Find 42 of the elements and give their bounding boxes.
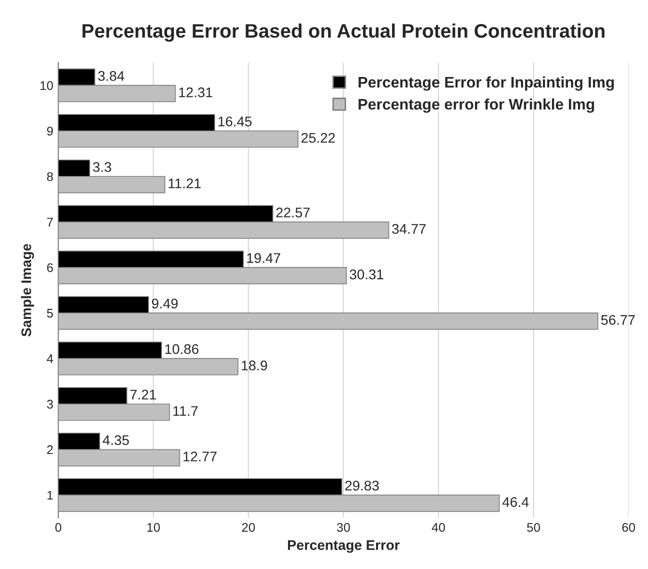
data-label: 34.77 (392, 224, 426, 234)
y-tick-label: 2 (47, 445, 53, 454)
data-label: 11.21 (168, 178, 201, 188)
y-tick-label: 7 (47, 218, 53, 226)
x-tick-label: 60 (622, 522, 636, 532)
data-label: 56.77 (601, 315, 635, 325)
data-label: 9.49 (152, 298, 178, 308)
y-tick-label: 3 (46, 400, 53, 409)
legend-label: Percentage Error for Inpainting Img (358, 76, 614, 91)
y-tick-label: 8 (47, 172, 53, 182)
chart-title: Percentage Error Based on Actual Protein Concentration (82, 24, 604, 42)
data-label: 29.83 (345, 480, 379, 491)
y-axis-title: Sample Image (20, 244, 34, 336)
y-tick-label: 10 (40, 81, 53, 90)
data-label: 3.3 (92, 162, 112, 172)
data-label: 4.35 (102, 435, 129, 446)
y-tick-label: 4 (46, 354, 54, 363)
data-label: 22.57 (276, 208, 310, 218)
data-label: 46.4 (502, 497, 529, 507)
data-label: 7.21 (130, 390, 156, 400)
x-tick-label: 20 (242, 522, 255, 532)
y-tick-label: 1 (47, 490, 53, 500)
data-label: 19.47 (247, 253, 280, 263)
x-tick-label: 10 (147, 522, 160, 532)
data-label: 3.84 (98, 71, 124, 81)
data-label: 12.31 (179, 87, 212, 98)
y-tick-label: 5 (47, 308, 53, 318)
data-label: 25.22 (301, 132, 335, 143)
data-label: 18.9 (242, 360, 268, 370)
y-tick-label: 9 (47, 126, 53, 136)
x-tick-label: 50 (527, 522, 540, 532)
y-tick-label: 6 (47, 263, 53, 272)
data-label: 16.45 (218, 116, 252, 126)
legend-label: Percentage error for Wrinkle Img (358, 98, 594, 113)
x-tick-label: 40 (432, 522, 445, 532)
x-tick-label: 0 (55, 522, 62, 532)
data-label: 10.86 (165, 344, 198, 354)
x-tick-label: 30 (336, 522, 350, 532)
data-label: 11.7 (173, 406, 198, 416)
data-label: 30.31 (350, 270, 384, 280)
data-label: 12.77 (184, 452, 217, 462)
x-axis-title: Percentage Error (288, 540, 400, 553)
